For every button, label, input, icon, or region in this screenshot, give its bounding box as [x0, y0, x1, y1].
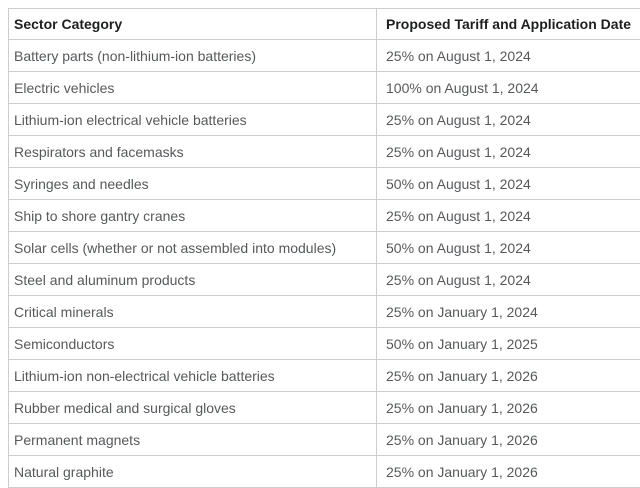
tariff-cell: 100% on August 1, 2024 [377, 72, 640, 104]
sector-cell: Steel and aluminum products [9, 264, 377, 296]
sector-cell: Battery parts (non-lithium-ion batteries… [9, 40, 377, 72]
tariff-cell: 25% on January 1, 2024 [377, 296, 640, 328]
tariff-cell: 25% on January 1, 2026 [377, 456, 640, 488]
header-proposed-tariff: Proposed Tariff and Application Date [377, 9, 640, 40]
sector-cell: Lithium-ion non-electrical vehicle batte… [9, 360, 377, 392]
sector-cell: Rubber medical and surgical gloves [9, 392, 377, 424]
sector-cell: Ship to shore gantry cranes [9, 200, 377, 232]
tariff-cell: 50% on August 1, 2024 [377, 168, 640, 200]
tariff-cell: 25% on January 1, 2026 [377, 424, 640, 456]
table-row: Lithium-ion electrical vehicle batteries… [9, 104, 640, 136]
tariff-cell: 50% on January 1, 2025 [377, 328, 640, 360]
tariff-cell: 50% on August 1, 2024 [377, 232, 640, 264]
sector-cell: Semiconductors [9, 328, 377, 360]
tariff-cell: 25% on August 1, 2024 [377, 136, 640, 168]
tariff-cell: 25% on August 1, 2024 [377, 40, 640, 72]
sector-cell: Critical minerals [9, 296, 377, 328]
tariff-cell: 25% on August 1, 2024 [377, 104, 640, 136]
tariff-cell: 25% on January 1, 2026 [377, 392, 640, 424]
sector-cell: Electric vehicles [9, 72, 377, 104]
header-row: Sector Category Proposed Tariff and Appl… [9, 9, 640, 40]
table-header: Sector Category Proposed Tariff and Appl… [9, 9, 640, 40]
tariff-cell: 25% on August 1, 2024 [377, 264, 640, 296]
sector-cell: Permanent magnets [9, 424, 377, 456]
tariff-cell: 25% on August 1, 2024 [377, 200, 640, 232]
header-sector-category: Sector Category [9, 9, 377, 40]
sector-cell: Solar cells (whether or not assembled in… [9, 232, 377, 264]
sector-cell: Syringes and needles [9, 168, 377, 200]
tariff-table: Sector Category Proposed Tariff and Appl… [8, 8, 640, 488]
sector-cell: Respirators and facemasks [9, 136, 377, 168]
table-row: Solar cells (whether or not assembled in… [9, 232, 640, 264]
table-row: Lithium-ion non-electrical vehicle batte… [9, 360, 640, 392]
sector-cell: Natural graphite [9, 456, 377, 488]
table-body: Battery parts (non-lithium-ion batteries… [9, 40, 640, 488]
tariff-cell: 25% on January 1, 2026 [377, 360, 640, 392]
sector-cell: Lithium-ion electrical vehicle batteries [9, 104, 377, 136]
table-row: Battery parts (non-lithium-ion batteries… [9, 40, 640, 72]
